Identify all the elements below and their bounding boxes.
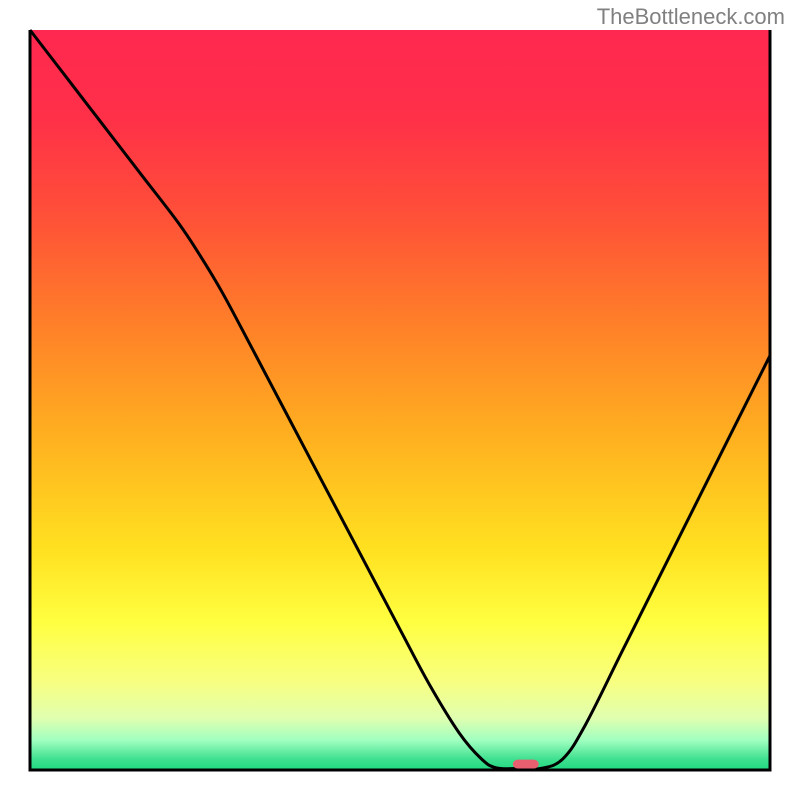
watermark-text: TheBottleneck.com [597,4,785,30]
bottleneck-chart: TheBottleneck.com [0,0,800,800]
chart-svg [0,0,800,800]
plot-background [30,30,770,770]
optimal-marker [513,760,539,769]
